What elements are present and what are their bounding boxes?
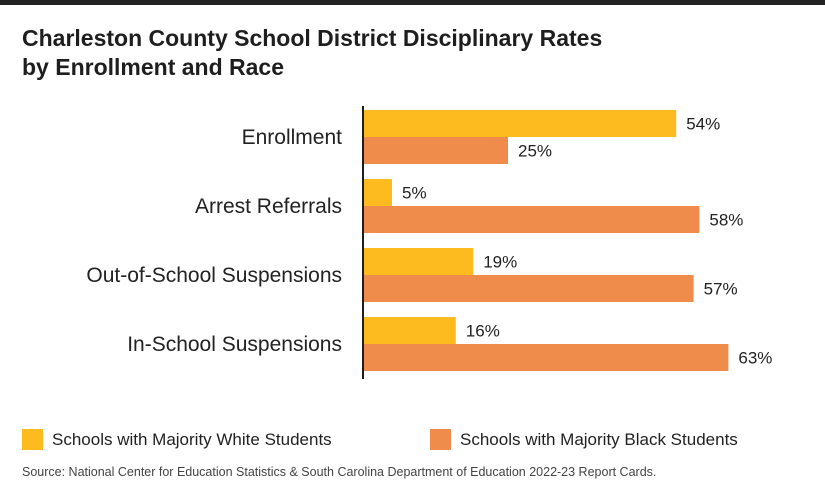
- value-label-black-1: 58%: [709, 211, 743, 230]
- chart-title: Charleston County School District Discip…: [22, 24, 602, 82]
- bar-white-2: [363, 248, 474, 275]
- bar-black-3: [363, 344, 729, 371]
- bar-white-0: [363, 110, 677, 137]
- value-label-black-0: 25%: [518, 142, 552, 161]
- bar-chart: 54% 25% Enrollment 5% 58% Arrest Referrals 19%…: [86, 106, 772, 379]
- category-label-2: Out-of-School Suspensions: [86, 264, 342, 287]
- category-label-3: In-School Suspensions: [127, 333, 342, 356]
- category-label-0: Enrollment: [242, 126, 343, 149]
- value-label-white-3: 16%: [466, 322, 500, 341]
- legend-swatch-white: [22, 429, 43, 450]
- legend-swatch-black: [430, 429, 451, 450]
- chart-title-line-2: by Enrollment and Race: [22, 54, 285, 80]
- bar-white-1: [363, 179, 392, 206]
- value-label-black-3: 63%: [738, 349, 772, 368]
- legend-item-black: Schools with Majority Black Students: [430, 429, 738, 450]
- legend-label-black: Schools with Majority Black Students: [460, 429, 738, 449]
- bar-white-3: [363, 317, 456, 344]
- value-label-white-0: 54%: [686, 115, 720, 134]
- bar-black-1: [363, 206, 700, 233]
- value-label-black-2: 57%: [704, 280, 738, 299]
- value-label-white-2: 19%: [483, 253, 517, 272]
- legend: Schools with Majority White Students Sch…: [22, 429, 812, 455]
- legend-label-white: Schools with Majority White Students: [52, 429, 332, 449]
- bar-black-0: [363, 137, 508, 164]
- bar-black-2: [363, 275, 694, 302]
- value-label-white-1: 5%: [402, 184, 427, 203]
- legend-item-white: Schools with Majority White Students: [22, 429, 332, 450]
- source-note: Source: National Center for Education St…: [22, 465, 657, 479]
- chart-title-line-1: Charleston County School District Discip…: [22, 25, 603, 51]
- category-label-1: Arrest Referrals: [195, 195, 342, 218]
